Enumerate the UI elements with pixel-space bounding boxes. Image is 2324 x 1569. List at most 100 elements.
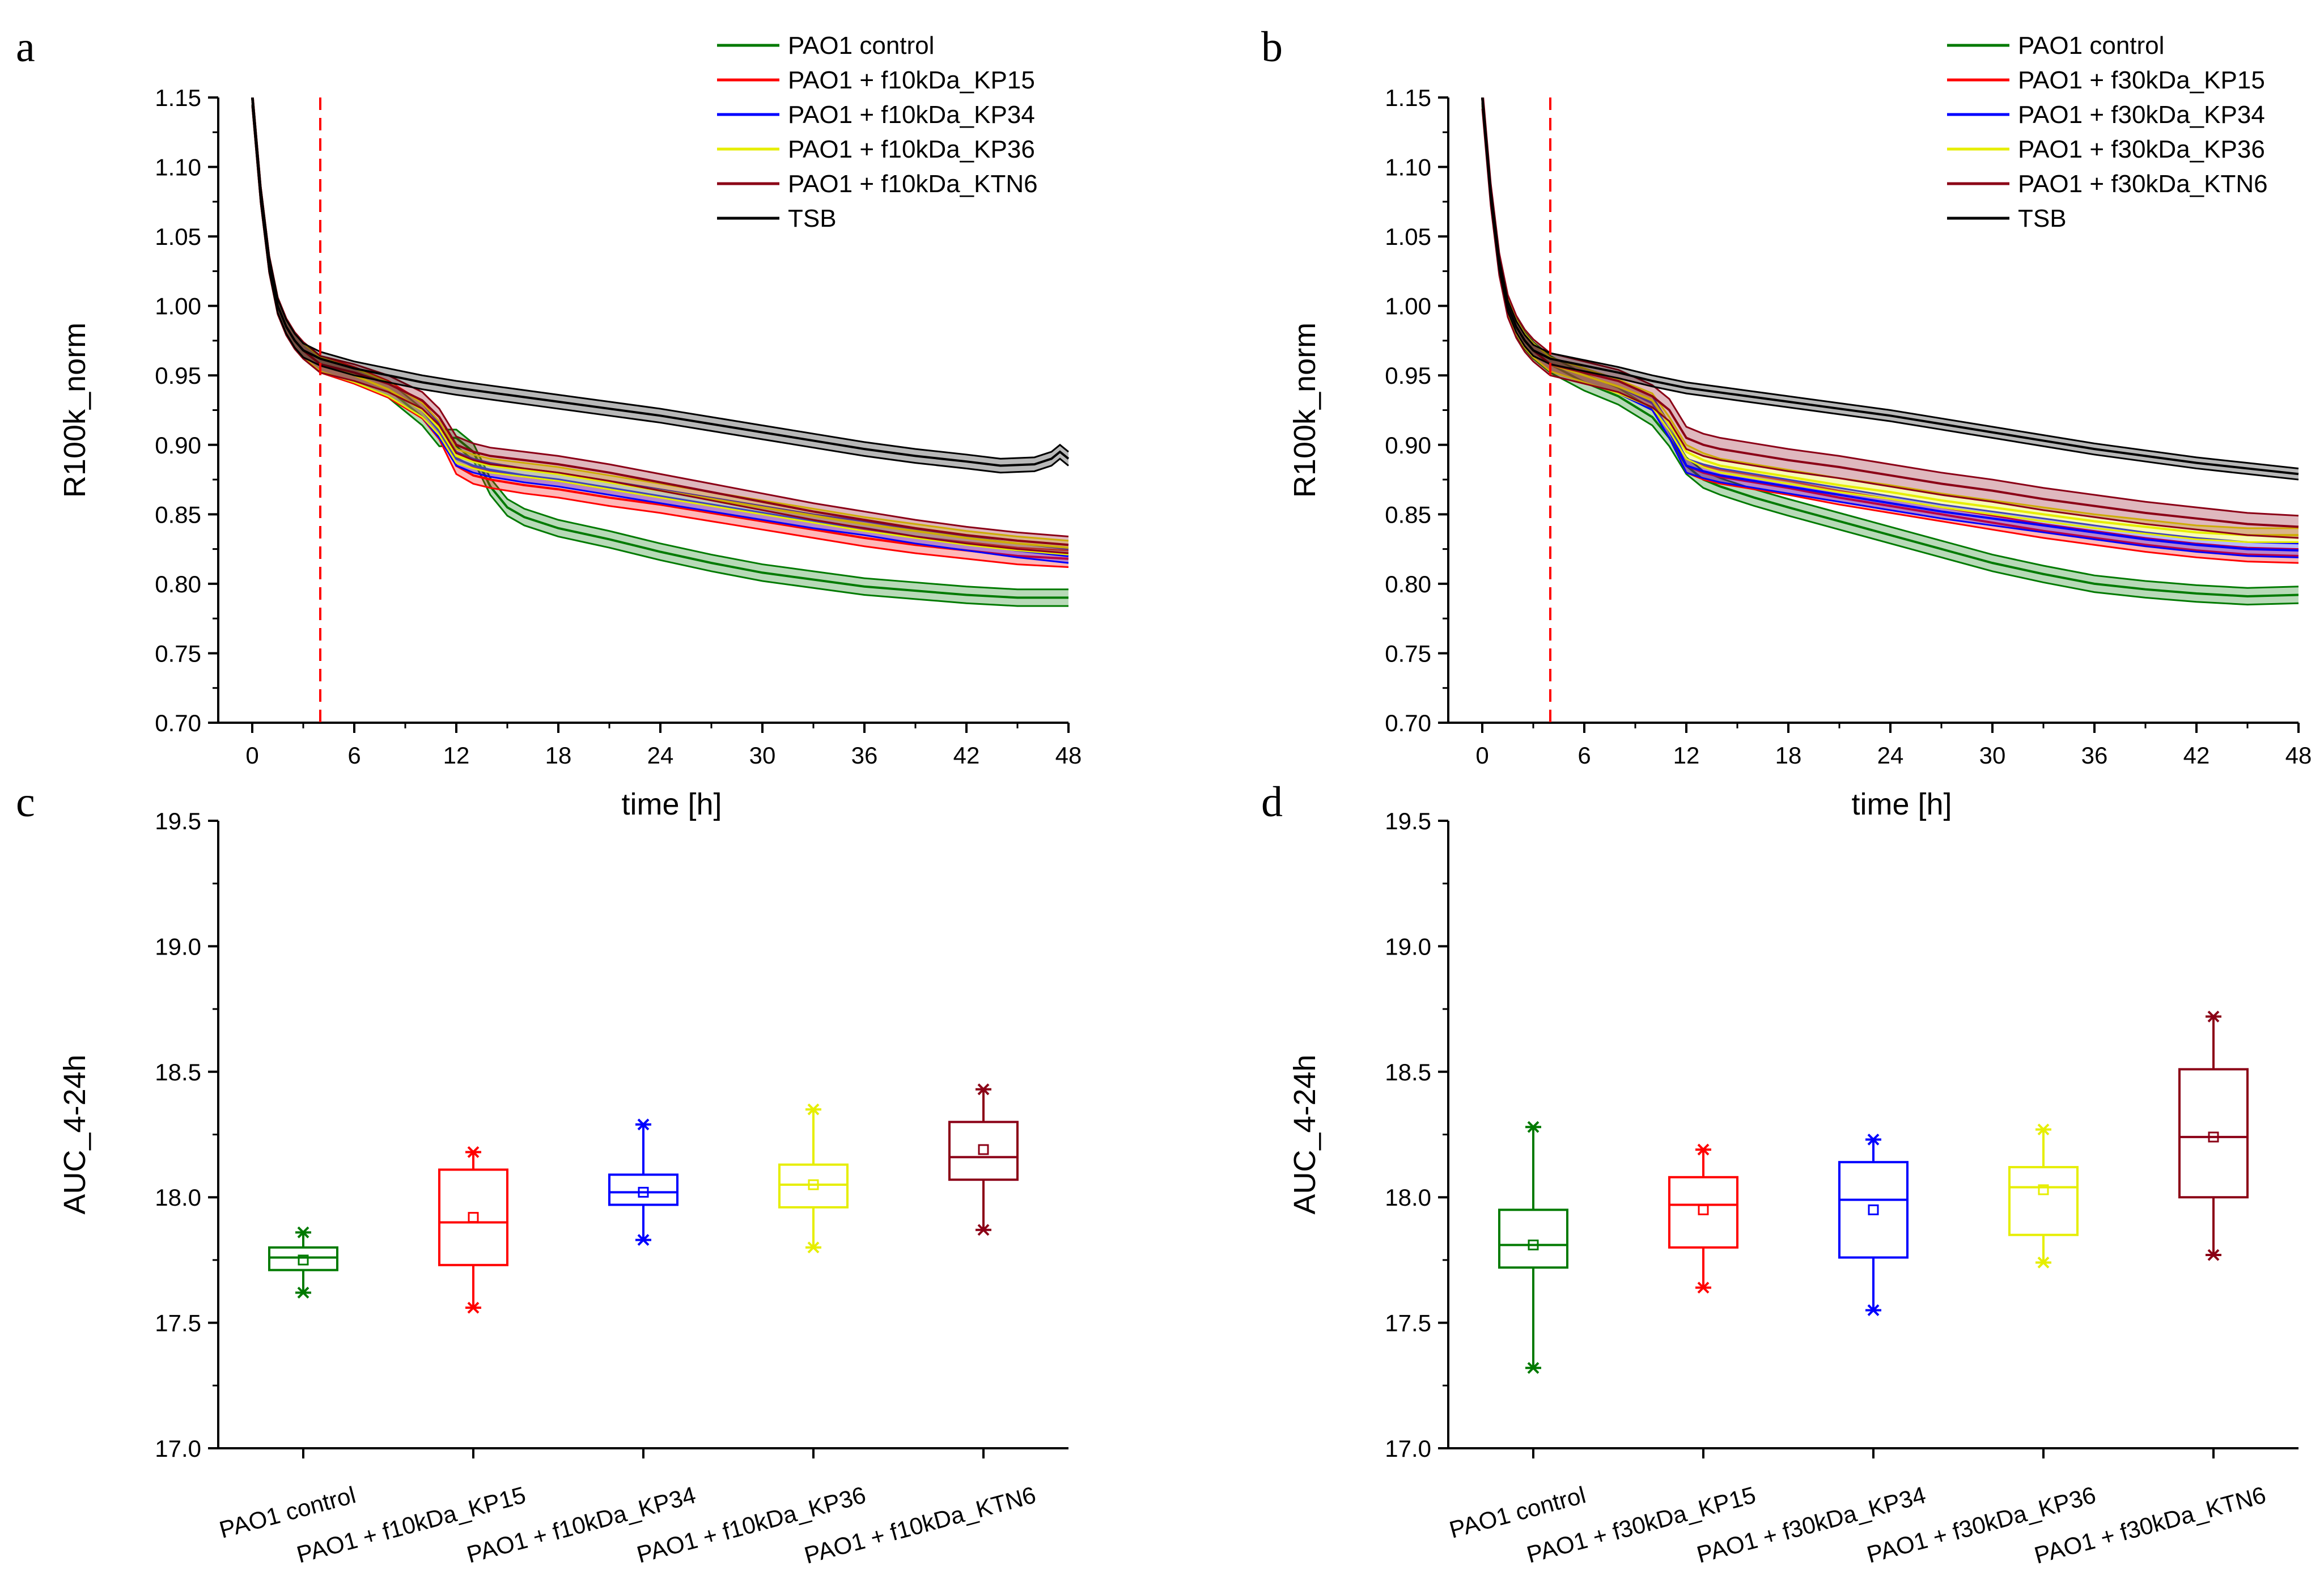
- x-tick-label: 0: [245, 742, 258, 769]
- series-band-5: [1482, 97, 2298, 480]
- panel-b-line-chart: b 0.70 0.75 0.80 0.85 0.90 0.95 1.00 1.05 1.10 1.1…: [1261, 23, 2312, 821]
- box-extreme-marker: [467, 1301, 480, 1314]
- legend-entry: PAO1 + f30kDa_KP34: [2018, 101, 2265, 129]
- box-mean-marker: [1868, 1204, 1879, 1215]
- series-band-upper-5: [1482, 97, 2299, 469]
- box-body: [1668, 1176, 1738, 1249]
- box-mean-marker: [1698, 1204, 1709, 1215]
- box-body: [268, 1246, 338, 1271]
- box-body: [608, 1173, 678, 1206]
- series-band-4: [1482, 97, 2298, 538]
- y-tick-label: 17.0: [1385, 1435, 1431, 1462]
- y-tick-label: 1.05: [1385, 223, 1431, 250]
- y-tick-label: 19.5: [155, 808, 201, 834]
- box-extreme-marker: [1867, 1133, 1880, 1146]
- box-body: [438, 1168, 508, 1266]
- box-mean-marker: [1528, 1239, 1539, 1250]
- box-mean-marker: [2208, 1131, 2219, 1143]
- y-tick-label: 19.0: [155, 933, 201, 960]
- box-body: [2008, 1166, 2079, 1236]
- box-body: [2178, 1068, 2249, 1199]
- x-tick-label: 18: [545, 742, 572, 769]
- box-extreme-marker: [2037, 1256, 2050, 1269]
- box-extreme-marker: [1867, 1304, 1880, 1316]
- series-band-lower-5: [251, 104, 1069, 474]
- plot-area: [1481, 97, 2299, 606]
- y-tick-label: 17.0: [155, 1435, 201, 1462]
- y-tick-label: 0.85: [155, 501, 201, 528]
- series-band-lower-4: [1481, 108, 2299, 539]
- x-tick-label: 30: [1979, 742, 2006, 769]
- y-tick-label: 0.75: [155, 640, 201, 667]
- box-extreme-marker: [807, 1103, 820, 1116]
- x-tick-label: 36: [2081, 742, 2108, 769]
- legend-entry: PAO1 + f10kDa_KP34: [788, 101, 1035, 129]
- y-axis-title: AUC_4-24h: [1288, 1054, 1322, 1214]
- panel-letter: d: [1261, 778, 1283, 826]
- box-extreme-marker: [2207, 1249, 2220, 1261]
- plot-area: [251, 97, 1070, 607]
- panel-letter: c: [16, 778, 35, 826]
- box-body: [948, 1121, 1019, 1181]
- box-body: [1498, 1208, 1568, 1269]
- x-tick-label: 48: [2285, 742, 2312, 769]
- box-extreme-marker: [1527, 1121, 1540, 1133]
- panel-letter: b: [1261, 23, 1283, 71]
- y-tick-label: 0.75: [1385, 640, 1431, 667]
- box-extreme-marker: [297, 1287, 309, 1299]
- x-tick-label: 12: [443, 742, 470, 769]
- y-tick-label: 1.15: [1385, 84, 1431, 111]
- box-mean-marker: [298, 1254, 309, 1266]
- y-tick-label: 1.15: [155, 84, 201, 111]
- panel-letter: a: [16, 23, 35, 71]
- legend-entry: PAO1 control: [788, 32, 934, 60]
- x-tick-label: 30: [749, 742, 776, 769]
- series-line-5: [251, 97, 1070, 467]
- y-tick-label: 0.85: [1385, 501, 1431, 528]
- x-tick-label: 48: [1055, 742, 1082, 769]
- x-tick-label: 18: [1775, 742, 1802, 769]
- box-mean-marker: [978, 1144, 989, 1155]
- box-extreme-marker: [637, 1234, 650, 1246]
- y-tick-label: 0.95: [155, 362, 201, 389]
- box-mean-marker: [808, 1179, 819, 1190]
- box-extreme-marker: [1697, 1282, 1710, 1294]
- y-tick-label: 18.0: [1385, 1184, 1431, 1211]
- legend-entry: PAO1 control: [2018, 32, 2164, 60]
- x-tick-label: 24: [1877, 742, 1904, 769]
- x-tick-label: 24: [647, 742, 674, 769]
- box-extreme-marker: [807, 1241, 820, 1254]
- series-band-upper-0: [252, 97, 1068, 591]
- series-band-lower-5: [1481, 103, 2299, 481]
- box-extreme-marker: [1527, 1362, 1540, 1374]
- y-tick-label: 0.70: [155, 710, 201, 736]
- legend-entry: PAO1 + f10kDa_KP36: [788, 135, 1035, 163]
- box-body: [1838, 1161, 1909, 1259]
- box-extreme-marker: [1697, 1143, 1710, 1156]
- series-band-4: [252, 97, 1068, 553]
- y-tick-label: 0.70: [1385, 710, 1431, 736]
- y-tick-label: 18.0: [155, 1184, 201, 1211]
- box-extreme-marker: [977, 1083, 990, 1096]
- box-extreme-marker: [977, 1224, 990, 1236]
- x-axis-title: time [h]: [621, 787, 722, 821]
- y-tick-label: 0.80: [1385, 571, 1431, 597]
- x-tick-label: 0: [1475, 742, 1488, 769]
- legend-entry: PAO1 + f10kDa_KP15: [788, 66, 1035, 94]
- series-band-upper-5: [252, 97, 1069, 460]
- box-mean-marker: [2038, 1184, 2049, 1195]
- y-tick-label: 17.5: [1385, 1310, 1431, 1337]
- x-tick-label: 36: [851, 742, 878, 769]
- y-tick-label: 0.95: [1385, 362, 1431, 389]
- box-mean-marker: [468, 1212, 479, 1223]
- box-extreme-marker: [2037, 1123, 2050, 1136]
- y-tick-label: 19.5: [1385, 808, 1431, 834]
- y-axis-title: R100k_norm: [1288, 323, 1322, 498]
- x-tick-label: 6: [1577, 742, 1591, 769]
- box-extreme-marker: [297, 1226, 309, 1239]
- series-band-upper-4: [1482, 97, 2299, 517]
- x-tick-label: 6: [347, 742, 361, 769]
